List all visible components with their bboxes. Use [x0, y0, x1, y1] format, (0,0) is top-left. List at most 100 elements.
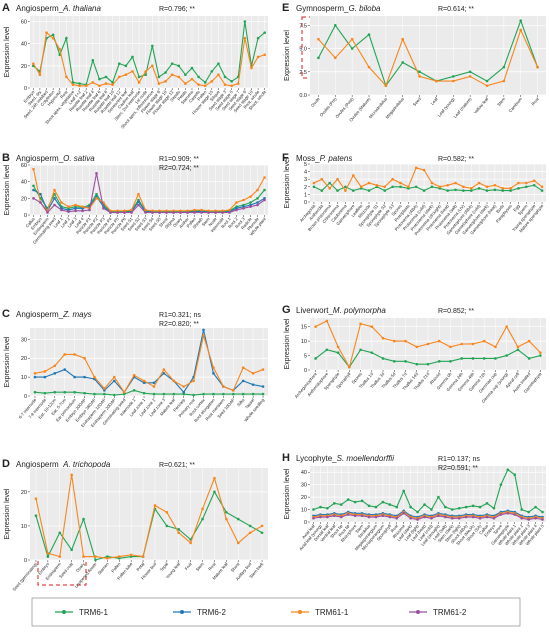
data-point: [67, 205, 70, 208]
data-point: [348, 365, 351, 369]
data-point: [193, 208, 196, 212]
x-tick-label: Stem: [354, 523, 364, 534]
y-tick-label: 20: [21, 490, 27, 496]
data-point: [370, 325, 374, 328]
data-point: [132, 373, 136, 377]
data-point: [388, 503, 392, 506]
data-point: [95, 172, 98, 175]
data-point: [464, 515, 468, 519]
data-point: [326, 507, 329, 510]
data-point: [485, 185, 489, 189]
series-line: [313, 512, 543, 521]
data-point: [516, 348, 520, 352]
data-point: [444, 505, 447, 509]
data-point: [260, 531, 264, 535]
annotation: R2=0.820; **: [159, 321, 199, 328]
data-point: [328, 187, 331, 190]
data-point: [200, 208, 203, 212]
data-point: [374, 505, 378, 509]
data-point: [399, 185, 402, 189]
data-point: [437, 495, 440, 499]
data-point: [392, 360, 396, 363]
data-point: [235, 201, 238, 204]
series-line: [318, 28, 539, 87]
data-point: [74, 209, 77, 213]
data-point: [67, 210, 70, 213]
series-line: [313, 167, 543, 192]
data-point: [192, 393, 195, 397]
data-point: [332, 514, 336, 518]
x-tick-label: Callus: [478, 523, 489, 535]
data-point: [214, 211, 217, 214]
data-point: [222, 392, 225, 396]
y-axis-label: Expression level: [4, 26, 11, 77]
x-tick-label: Shoot: [230, 561, 241, 573]
data-point: [123, 211, 126, 214]
data-point: [392, 339, 396, 343]
data-point: [112, 375, 116, 379]
data-point: [336, 177, 339, 181]
data-point: [177, 64, 181, 68]
x-tick-label: Stem: [195, 561, 205, 572]
data-point: [142, 381, 146, 385]
data-point: [381, 500, 385, 504]
annotation: R=0.614; **: [438, 6, 474, 13]
data-point: [383, 189, 387, 192]
data-point: [43, 375, 47, 379]
data-point: [457, 516, 461, 520]
data-point: [213, 476, 216, 480]
data-point: [109, 211, 112, 214]
y-tick-label: 30: [301, 483, 307, 489]
y-tick-label: 40: [301, 470, 307, 476]
data-point: [63, 390, 67, 394]
data-point: [236, 82, 240, 85]
series-line: [32, 169, 265, 212]
data-point: [142, 391, 146, 395]
x-tick-label: Pollen: [196, 89, 208, 102]
title-group: Angiosperm_: [16, 154, 64, 163]
data-point: [88, 208, 91, 212]
title-species: M. polymorpha: [333, 306, 386, 315]
data-point: [74, 207, 77, 210]
x-tick-label: Seed: [412, 96, 423, 107]
data-point: [438, 185, 442, 189]
data-point: [51, 33, 55, 37]
data-point: [137, 81, 141, 84]
data-point: [339, 503, 343, 506]
data-point: [391, 177, 394, 181]
y-tick-label: 5: [304, 354, 307, 360]
data-point: [263, 53, 266, 57]
panel-title: Gymnosperm_G. biloba: [296, 4, 381, 13]
data-point: [104, 82, 108, 85]
data-point: [32, 188, 35, 192]
data-point: [536, 65, 539, 69]
data-point: [248, 531, 252, 535]
panel-title: Moss_P. patens: [296, 154, 352, 163]
series-line: [313, 511, 543, 519]
data-point: [415, 362, 419, 366]
data-point: [402, 511, 406, 515]
y-tick-label: 2.5: [299, 70, 307, 76]
data-point: [190, 77, 194, 81]
x-tick-label: Petal: [135, 561, 145, 572]
data-point: [158, 211, 161, 214]
y-tick-label: 1: [304, 192, 307, 198]
y-axis-label: Expression level: [284, 157, 291, 208]
data-point: [505, 325, 508, 328]
panel-letter: D: [2, 458, 10, 470]
title-group: Angiosperm_: [16, 460, 64, 469]
data-point: [32, 167, 35, 171]
panel-title: Liverwort_M. polymorpha: [296, 306, 386, 315]
data-point: [142, 379, 146, 383]
data-point: [527, 518, 530, 521]
data-point: [93, 392, 96, 396]
data-point: [520, 516, 524, 520]
data-point: [45, 31, 48, 34]
data-point: [112, 379, 116, 383]
data-point: [416, 518, 419, 521]
data-point: [502, 65, 506, 69]
data-point: [404, 339, 407, 343]
data-point: [451, 79, 455, 83]
x-tick-label: Cambium: [508, 96, 524, 113]
y-axis-label: Expression level: [4, 336, 11, 387]
